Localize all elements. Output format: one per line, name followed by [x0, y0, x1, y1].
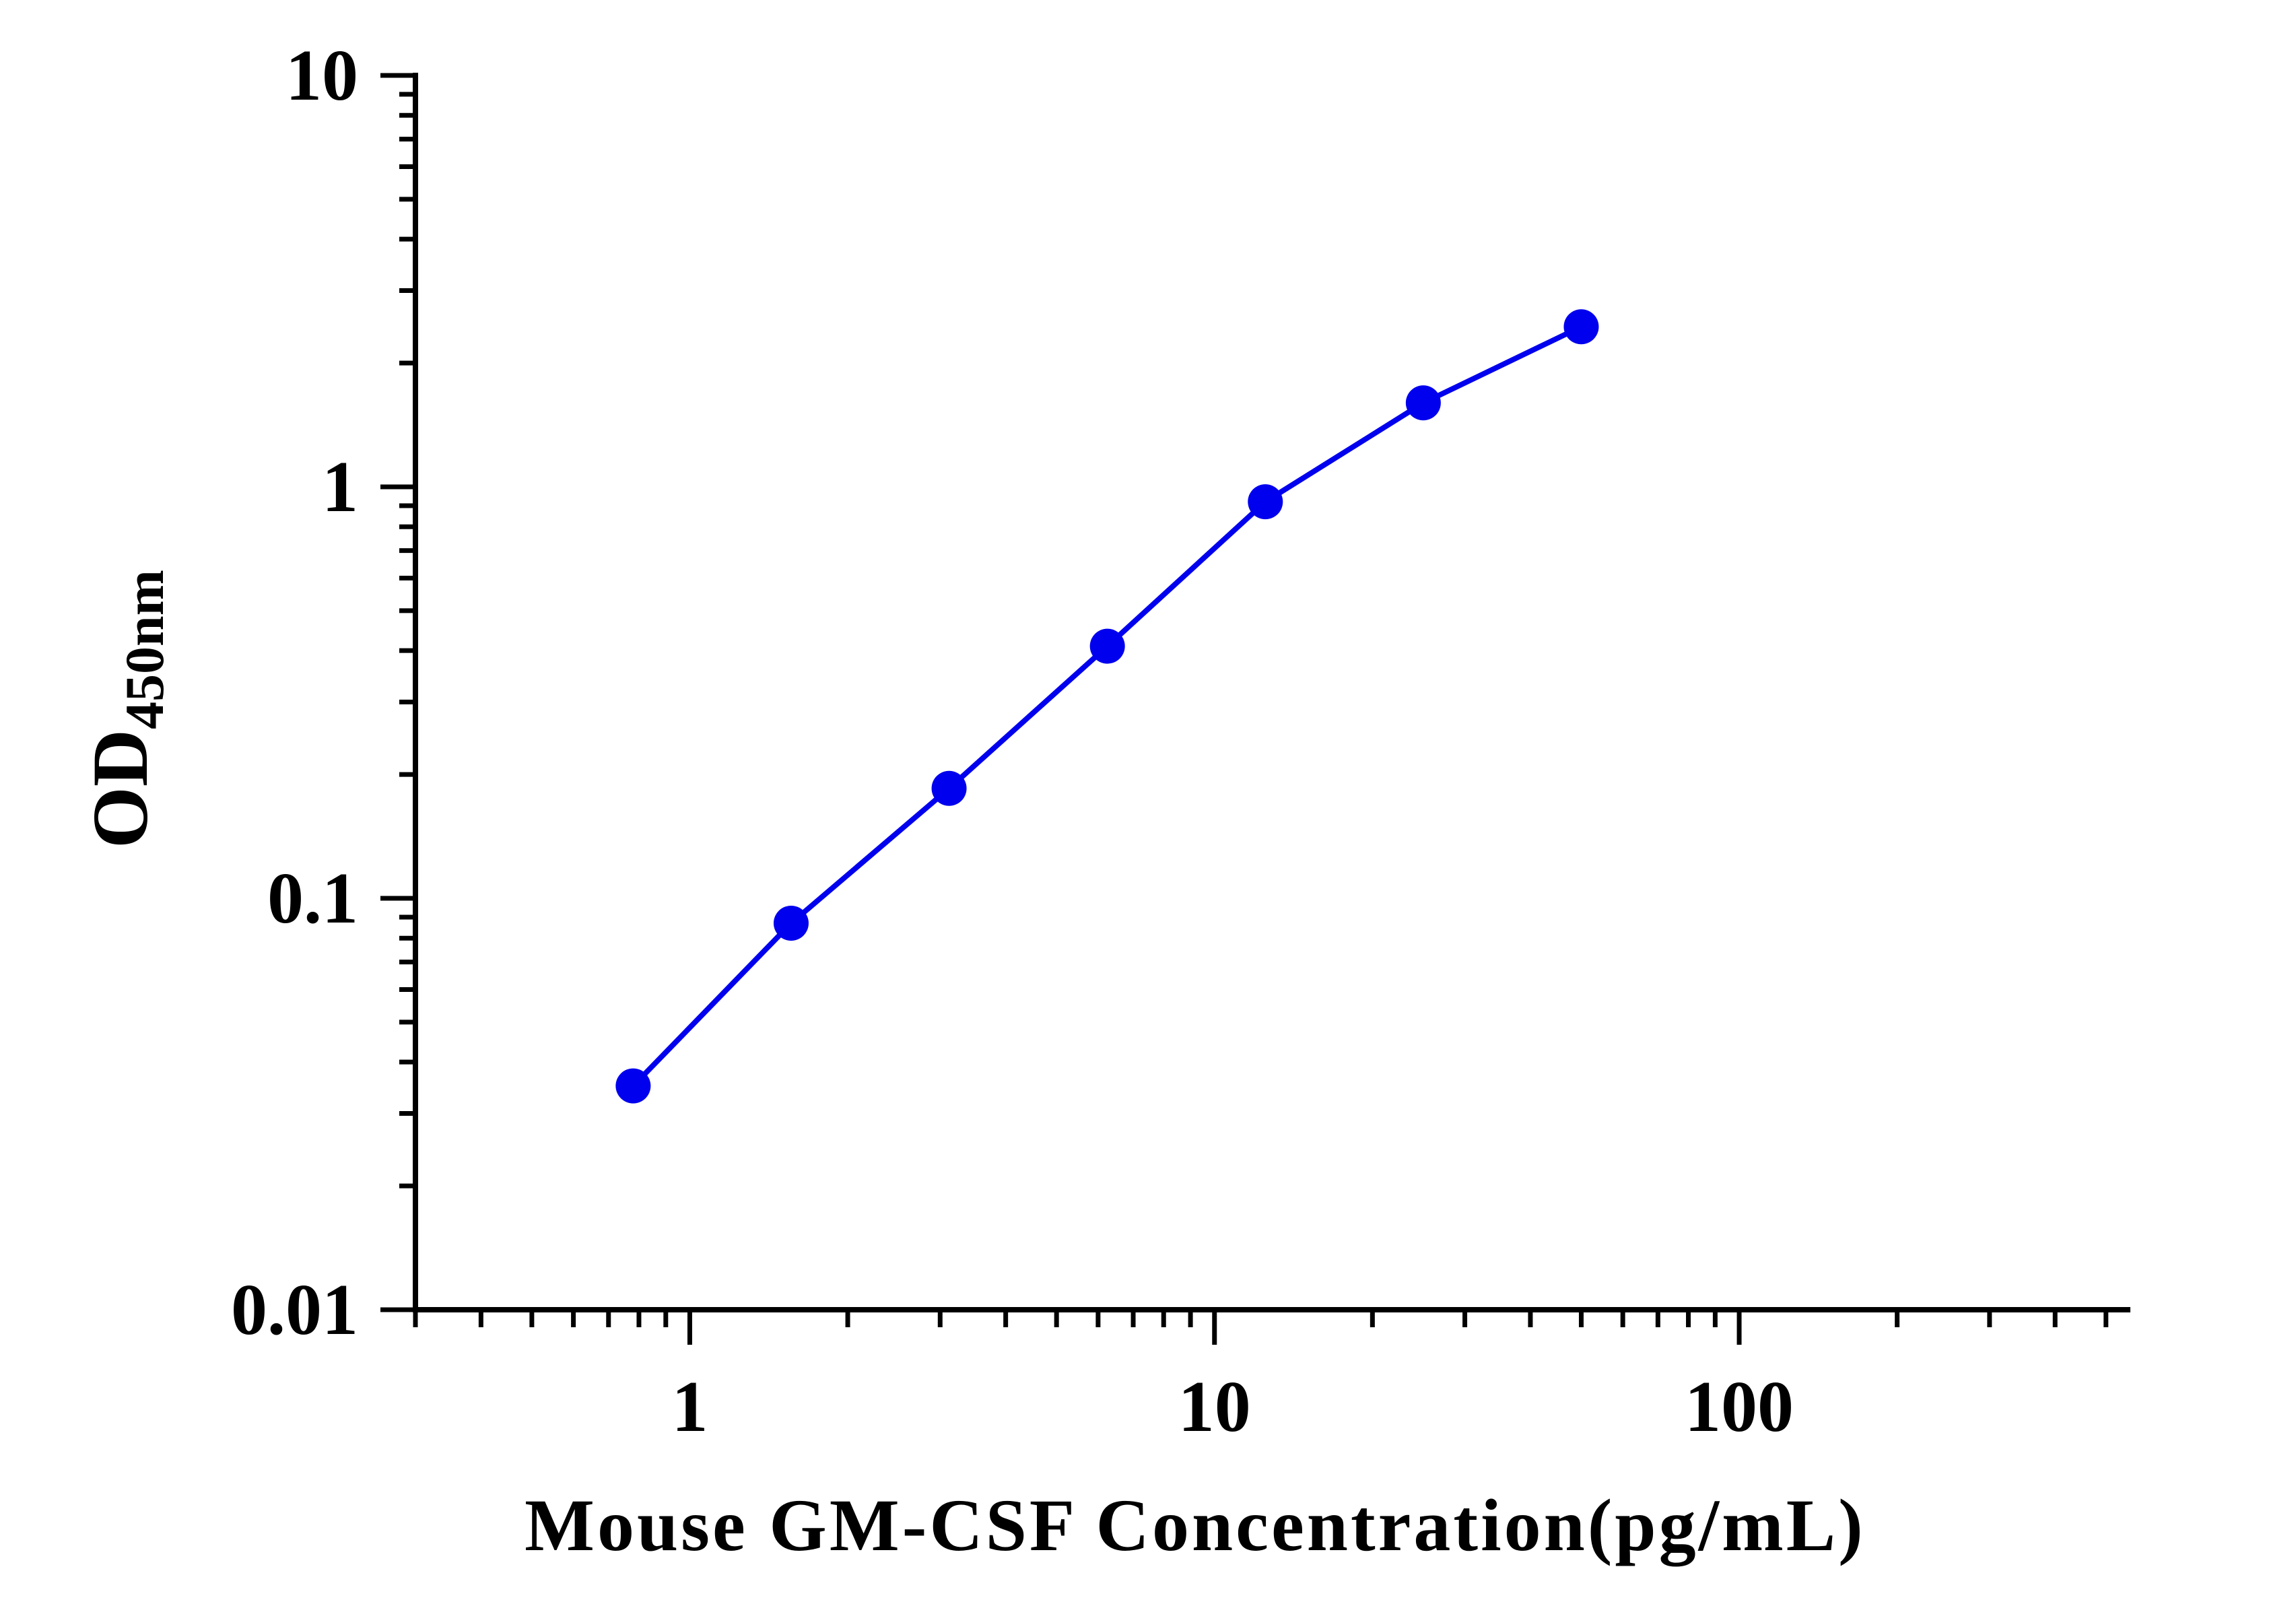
y-tick-label: 10: [285, 36, 358, 116]
x-axis-minor-ticks: [413, 1310, 2109, 1327]
y-axis-title-subscript: 450nm: [114, 570, 175, 729]
x-tick-label: 100: [1685, 1367, 1794, 1447]
x-axis-title: Mouse GM-CSF Concentration(pg/mL): [525, 1484, 1866, 1566]
data-point: [931, 770, 967, 806]
x-tick-label: 10: [1178, 1367, 1251, 1447]
data-point: [1405, 385, 1441, 421]
series-line: [631, 324, 1583, 1088]
y-axis-major-ticks: [380, 73, 415, 1312]
y-tick-label: 0.01: [231, 1270, 358, 1350]
y-tick-label: 1: [322, 447, 358, 527]
series-layer: [615, 309, 1599, 1104]
y-axis-tick-labels: 0.01 0.1 1 10: [231, 36, 358, 1350]
data-point: [773, 905, 809, 941]
data-point: [615, 1068, 651, 1104]
data-point: [1563, 309, 1599, 345]
x-axis-major-ticks: [687, 1310, 1742, 1345]
x-axis-tick-labels: 1 10 100: [671, 1367, 1794, 1447]
x-tick-label: 1: [671, 1367, 708, 1447]
y-axis-title-main: OD: [76, 729, 164, 848]
y-tick-label: 0.1: [267, 859, 358, 939]
data-point: [1089, 628, 1125, 664]
data-point: [1248, 484, 1283, 520]
y-axis-title: OD450nm: [76, 570, 175, 848]
